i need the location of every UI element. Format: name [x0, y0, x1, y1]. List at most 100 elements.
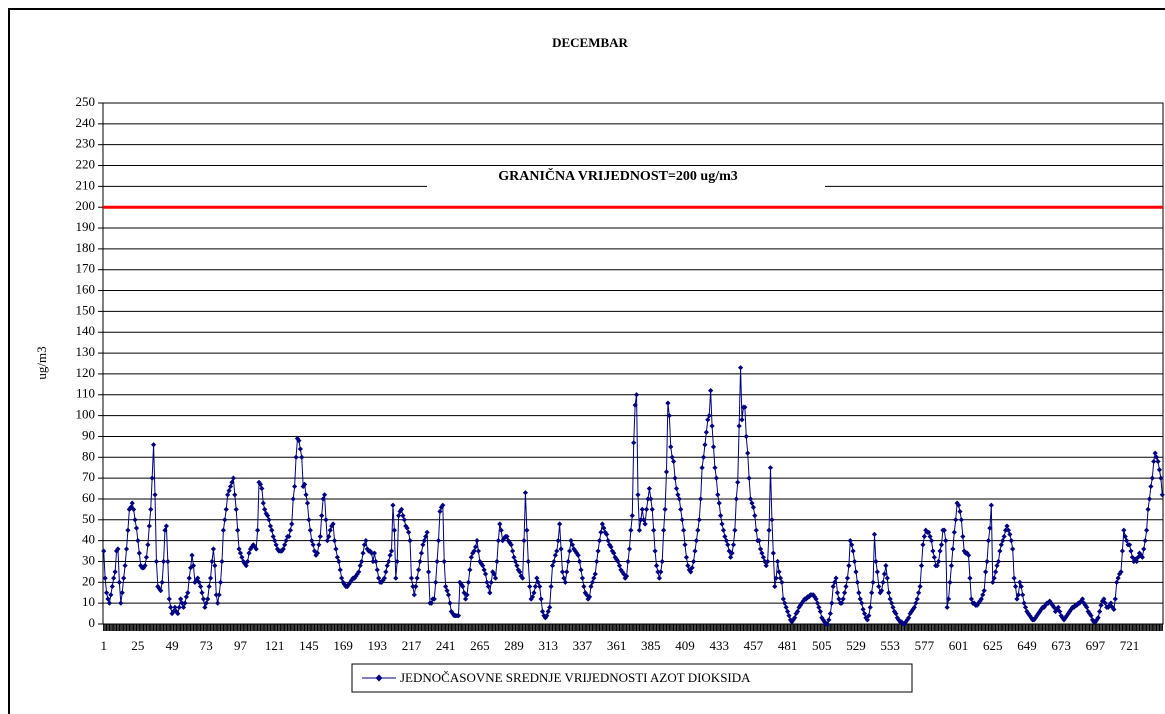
data-point [632, 402, 638, 408]
data-point [854, 579, 860, 585]
data-point [274, 546, 281, 552]
data-point [131, 506, 137, 512]
data-point [384, 563, 390, 569]
y-tick-label: 240 [76, 115, 96, 130]
data-point [770, 550, 776, 556]
data-point [923, 527, 929, 533]
data-point [501, 535, 507, 542]
data-point [190, 563, 197, 569]
data-point [262, 506, 268, 512]
data-point [910, 606, 916, 613]
data-point [448, 608, 454, 615]
data-point [142, 563, 148, 569]
data-point [723, 538, 729, 544]
data-point [609, 548, 615, 554]
y-tick-label: 120 [76, 365, 96, 380]
data-point [494, 558, 500, 565]
data-point [745, 450, 751, 456]
data-point [259, 485, 265, 492]
data-point [474, 538, 480, 544]
data-point [851, 558, 858, 565]
data-point [415, 567, 422, 573]
x-tick-label: 73 [200, 638, 213, 653]
x-tick-label: 289 [504, 638, 524, 653]
data-point [599, 521, 605, 527]
data-point [472, 544, 479, 550]
data-point [444, 588, 450, 594]
data-point [522, 490, 529, 496]
data-point [293, 454, 299, 460]
data-point [727, 554, 734, 560]
data-point [913, 600, 919, 606]
data-point [323, 517, 329, 523]
data-point [1084, 604, 1090, 610]
data-point [287, 527, 293, 533]
data-point [967, 575, 973, 581]
data-point [185, 590, 191, 596]
data-point [321, 492, 328, 498]
data-point [857, 596, 863, 602]
data-point [767, 465, 774, 471]
data-point [775, 558, 781, 565]
data-point [507, 540, 513, 546]
data-point [713, 475, 719, 481]
data-point [115, 546, 121, 552]
data-point [747, 496, 754, 502]
data-point [692, 548, 698, 554]
data-point [769, 517, 775, 523]
data-point [937, 548, 943, 554]
data-point [135, 538, 141, 544]
data-point [779, 579, 785, 585]
data-point [705, 417, 711, 423]
y-tick-label: 90 [82, 427, 95, 442]
data-point [662, 506, 668, 512]
data-point [890, 604, 896, 610]
data-point [1153, 454, 1160, 460]
data-point [659, 558, 665, 565]
data-point [175, 610, 181, 617]
data-point [850, 548, 856, 554]
data-point [584, 592, 590, 598]
data-point [339, 575, 345, 581]
x-tick-label: 361 [607, 638, 627, 653]
data-point [1011, 575, 1017, 581]
data-point [880, 579, 886, 585]
data-point [341, 581, 348, 588]
data-point [306, 517, 312, 523]
data-point [777, 575, 784, 581]
data-point [712, 465, 718, 471]
data-point [443, 583, 449, 590]
data-point [213, 592, 219, 598]
data-point [557, 521, 563, 527]
data-point [633, 392, 640, 398]
data-point [846, 563, 852, 569]
data-point [1152, 450, 1158, 456]
data-point [179, 600, 185, 606]
data-point [1156, 467, 1163, 473]
data-point [462, 596, 469, 602]
data-point [528, 596, 534, 602]
data-point [792, 615, 798, 621]
data-point [1021, 600, 1027, 606]
data-point [555, 538, 561, 544]
data-point [297, 446, 303, 452]
data-point [220, 527, 226, 533]
data-point [273, 542, 279, 548]
data-point [455, 613, 462, 619]
data-point [183, 594, 189, 600]
data-point [658, 569, 664, 575]
data-point [282, 542, 288, 548]
data-point [847, 538, 853, 544]
data-point [480, 563, 486, 569]
data-point [1114, 579, 1120, 585]
data-point [482, 571, 489, 577]
data-point [189, 552, 195, 558]
data-point [303, 492, 309, 498]
data-point [1037, 608, 1043, 615]
data-point [598, 529, 604, 535]
data-point [1111, 606, 1117, 613]
data-point [505, 538, 511, 544]
data-point [525, 558, 531, 565]
data-point [269, 527, 275, 533]
data-point [739, 417, 745, 423]
